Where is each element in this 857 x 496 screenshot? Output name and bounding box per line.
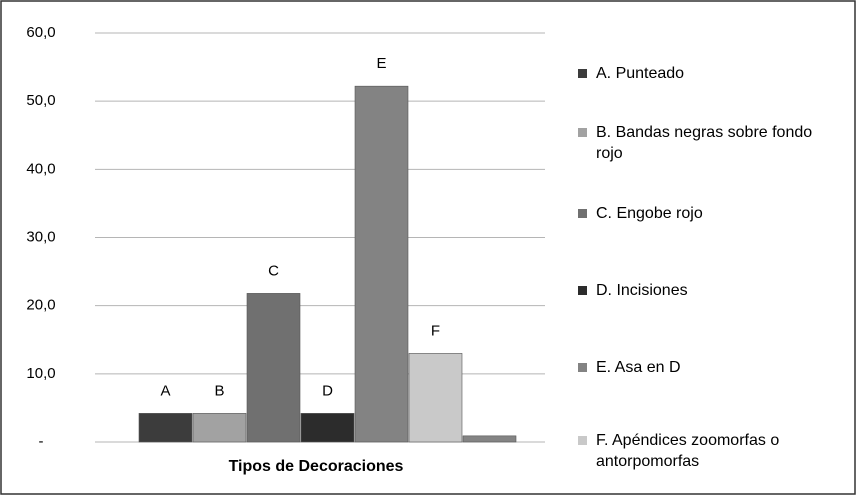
bar-label: F	[431, 322, 440, 339]
legend-label: B. Bandas negras sobre fondo rojo	[596, 124, 813, 162]
bar	[246, 293, 301, 443]
legend-swatch	[578, 128, 587, 137]
bar-label: B	[214, 382, 224, 399]
bar	[408, 353, 463, 443]
bar	[354, 85, 409, 443]
legend-item: D. Incisiones	[578, 280, 848, 301]
bar-label: A	[160, 382, 170, 399]
legend-label: D. Incisiones	[596, 282, 688, 299]
legend-item: E. Asa en D	[578, 357, 848, 378]
legend-label: C. Engobe rojo	[596, 205, 703, 222]
y-tick-label: -	[39, 433, 44, 450]
legend-swatch	[578, 363, 587, 372]
bar	[192, 413, 247, 443]
y-tick-label: 50,0	[26, 92, 55, 109]
legend-item: C. Engobe rojo	[578, 203, 848, 224]
legend-label: A. Punteado	[596, 65, 685, 82]
y-tick-label: 10,0	[26, 365, 55, 382]
legend-item: A. Punteado	[578, 63, 848, 84]
bar-label: C	[268, 262, 279, 279]
x-axis-title: Tipos de Decoraciones	[229, 458, 404, 475]
legend-swatch	[578, 436, 587, 445]
legend-item: B. Bandas negras sobre fondo rojo	[578, 122, 848, 164]
y-tick-label: 40,0	[26, 160, 55, 177]
y-tick-label: 20,0	[26, 297, 55, 314]
legend-swatch	[578, 286, 587, 295]
bar-label: E	[376, 55, 386, 72]
y-tick-label: 60,0	[26, 24, 55, 41]
y-tick-label: 30,0	[26, 228, 55, 245]
legend-label: F. Apéndices zoomorfas o antorpomorfas	[596, 432, 780, 470]
legend-swatch	[578, 69, 587, 78]
legend-label: E. Asa en D	[596, 359, 681, 376]
legend-swatch	[578, 209, 587, 218]
bar-label: D	[322, 382, 333, 399]
legend-item: F. Apéndices zoomorfas o antorpomorfas	[578, 430, 848, 472]
bar	[138, 413, 193, 443]
bar	[462, 435, 517, 443]
bar	[300, 413, 355, 443]
